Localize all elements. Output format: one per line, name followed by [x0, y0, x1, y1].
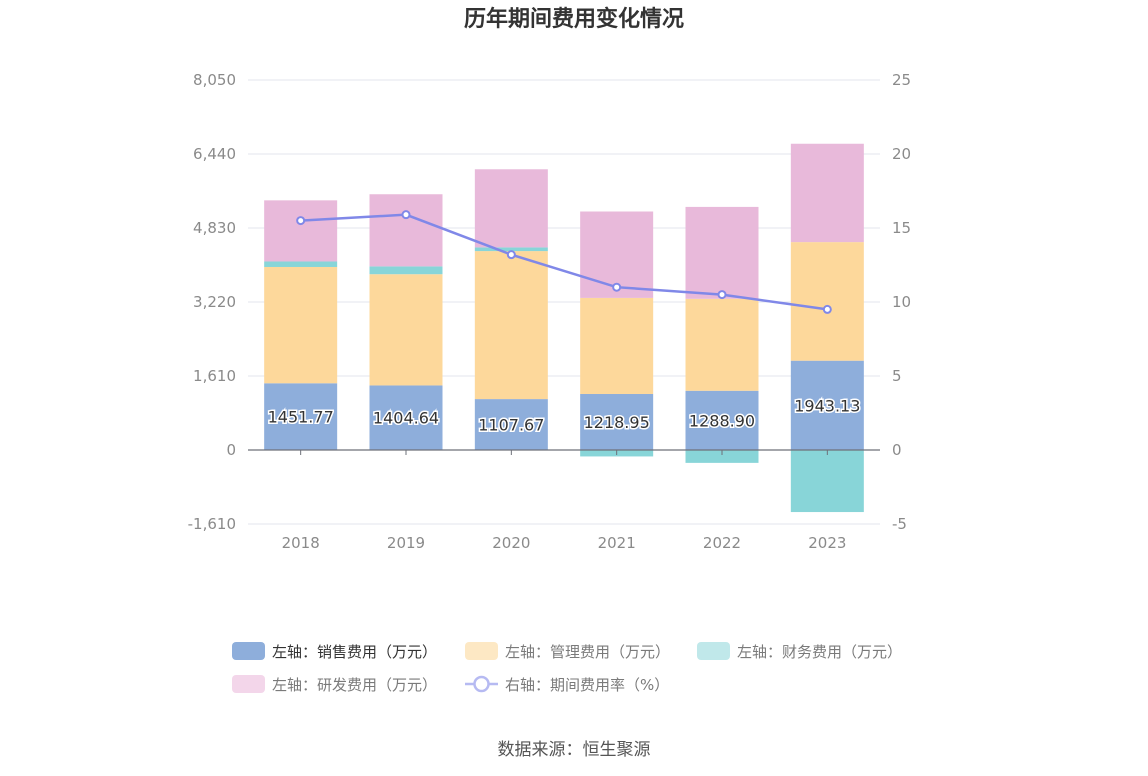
x-tick-label: 2018 — [282, 534, 320, 552]
legend-item-3[interactable]: 左轴：研发费用（万元） — [232, 675, 437, 694]
legend-label: 左轴：财务费用（万元） — [737, 643, 902, 661]
bar-value-label: 1404.64 — [373, 409, 439, 428]
left-axis: -1,610 0 1,610 3,220 4,830 6,440 8,050 — [188, 71, 236, 533]
bar-value-label: 1451.77 — [268, 408, 334, 427]
bar-labels: 1451.77 1404.64 1107.67 1218.95 1288.90 1943.… — [266, 395, 862, 436]
rate-point-2020[interactable] — [506, 250, 516, 260]
legend-label: 左轴：研发费用（万元） — [272, 676, 437, 694]
bar-admin-2019[interactable] — [369, 274, 443, 386]
bar-sales-2021[interactable] — [580, 393, 654, 450]
legend-swatch — [465, 642, 498, 660]
legend-label: 右轴：期间费用率（%） — [505, 676, 669, 694]
left-tick-label: 4,830 — [193, 219, 236, 237]
zero-axis-line — [248, 449, 880, 455]
left-tick-label: 6,440 — [193, 145, 236, 163]
rate-line-path — [300, 213, 828, 311]
bar-finance-2023[interactable] — [790, 450, 864, 513]
legend-item-0[interactable]: 左轴：销售费用（万元） — [232, 642, 437, 661]
right-tick-label: 25 — [892, 71, 911, 89]
x-tick-label: 2019 — [387, 534, 425, 552]
rate-point-2023[interactable] — [822, 304, 832, 314]
bar-rnd-2019[interactable] — [369, 194, 443, 267]
bar-value-label: 1943.13 — [794, 396, 860, 415]
right-tick-label: 5 — [892, 367, 902, 385]
legend-item-1[interactable]: 左轴：管理费用（万元） — [465, 642, 670, 661]
x-tick-label: 2023 — [808, 534, 846, 552]
rate-point-2018[interactable] — [296, 216, 306, 226]
legend-item-2[interactable]: 左轴：财务费用（万元） — [697, 642, 902, 661]
bar-value-label: 1288.90 — [689, 411, 755, 430]
x-tick-label: 2022 — [703, 534, 741, 552]
data-source: 数据来源：恒生聚源 — [498, 740, 651, 760]
rate-point-2022[interactable] — [717, 290, 727, 300]
bar-sales-2020[interactable] — [474, 399, 548, 450]
chart-title: 历年期间费用变化情况 — [464, 6, 684, 32]
rate-point-2019[interactable] — [401, 210, 411, 220]
legend-item-4[interactable]: 右轴：期间费用率（%） — [465, 675, 669, 694]
bar-admin-2020[interactable] — [474, 251, 548, 400]
legend-swatch — [232, 675, 265, 693]
right-tick-label: 15 — [892, 219, 911, 237]
legend[interactable]: 左轴：销售费用（万元） 左轴：管理费用（万元） 左轴：财务费用（万元） 左轴：研发费用… — [232, 642, 902, 694]
left-tick-label: 8,050 — [193, 71, 236, 89]
legend-label: 左轴：管理费用（万元） — [505, 643, 670, 661]
x-tick-label: 2021 — [598, 534, 636, 552]
bar-sales-2023[interactable] — [790, 360, 864, 450]
rate-point-2021[interactable] — [612, 282, 622, 292]
bar-finance-2018[interactable] — [264, 261, 338, 267]
bar-finance-2019[interactable] — [369, 266, 443, 275]
bar-value-label: 1107.67 — [478, 416, 544, 435]
legend-swatch — [697, 642, 730, 660]
legend-marker — [473, 675, 490, 693]
rate-line — [296, 210, 832, 314]
bar-admin-2022[interactable] — [685, 298, 759, 391]
bar-sales-2022[interactable] — [685, 390, 759, 450]
left-tick-label: 0 — [226, 441, 236, 459]
bar-rnd-2018[interactable] — [264, 200, 338, 262]
bar-finance-2020[interactable] — [474, 247, 548, 252]
left-tick-label: 3,220 — [193, 293, 236, 311]
right-axis: -5 0 5 10 15 20 25 — [892, 71, 911, 533]
left-tick-label: 1,610 — [193, 367, 236, 385]
x-tick-label: 2020 — [492, 534, 530, 552]
bar-rnd-2022[interactable] — [685, 206, 759, 299]
legend-label: 左轴：销售费用（万元） — [272, 643, 437, 661]
right-tick-label: -5 — [892, 515, 907, 533]
bar-sales-2019[interactable] — [369, 385, 443, 450]
bar-admin-2018[interactable] — [264, 266, 338, 384]
right-tick-label: 10 — [892, 293, 911, 311]
left-tick-label: -1,610 — [188, 515, 236, 533]
bar-admin-2021[interactable] — [580, 297, 654, 394]
right-tick-label: 0 — [892, 441, 902, 459]
bars — [264, 143, 864, 513]
legend-swatch — [232, 642, 265, 660]
grid — [248, 79, 880, 525]
bar-rnd-2020[interactable] — [474, 169, 548, 248]
bar-value-label: 1218.95 — [584, 413, 650, 432]
bar-admin-2023[interactable] — [790, 242, 864, 361]
right-tick-label: 20 — [892, 145, 911, 163]
bar-sales-2018[interactable] — [264, 383, 338, 450]
x-axis: 2018 2019 2020 2021 2022 2023 — [282, 534, 847, 552]
bar-finance-2022[interactable] — [685, 450, 759, 463]
bar-rnd-2023[interactable] — [790, 143, 864, 243]
